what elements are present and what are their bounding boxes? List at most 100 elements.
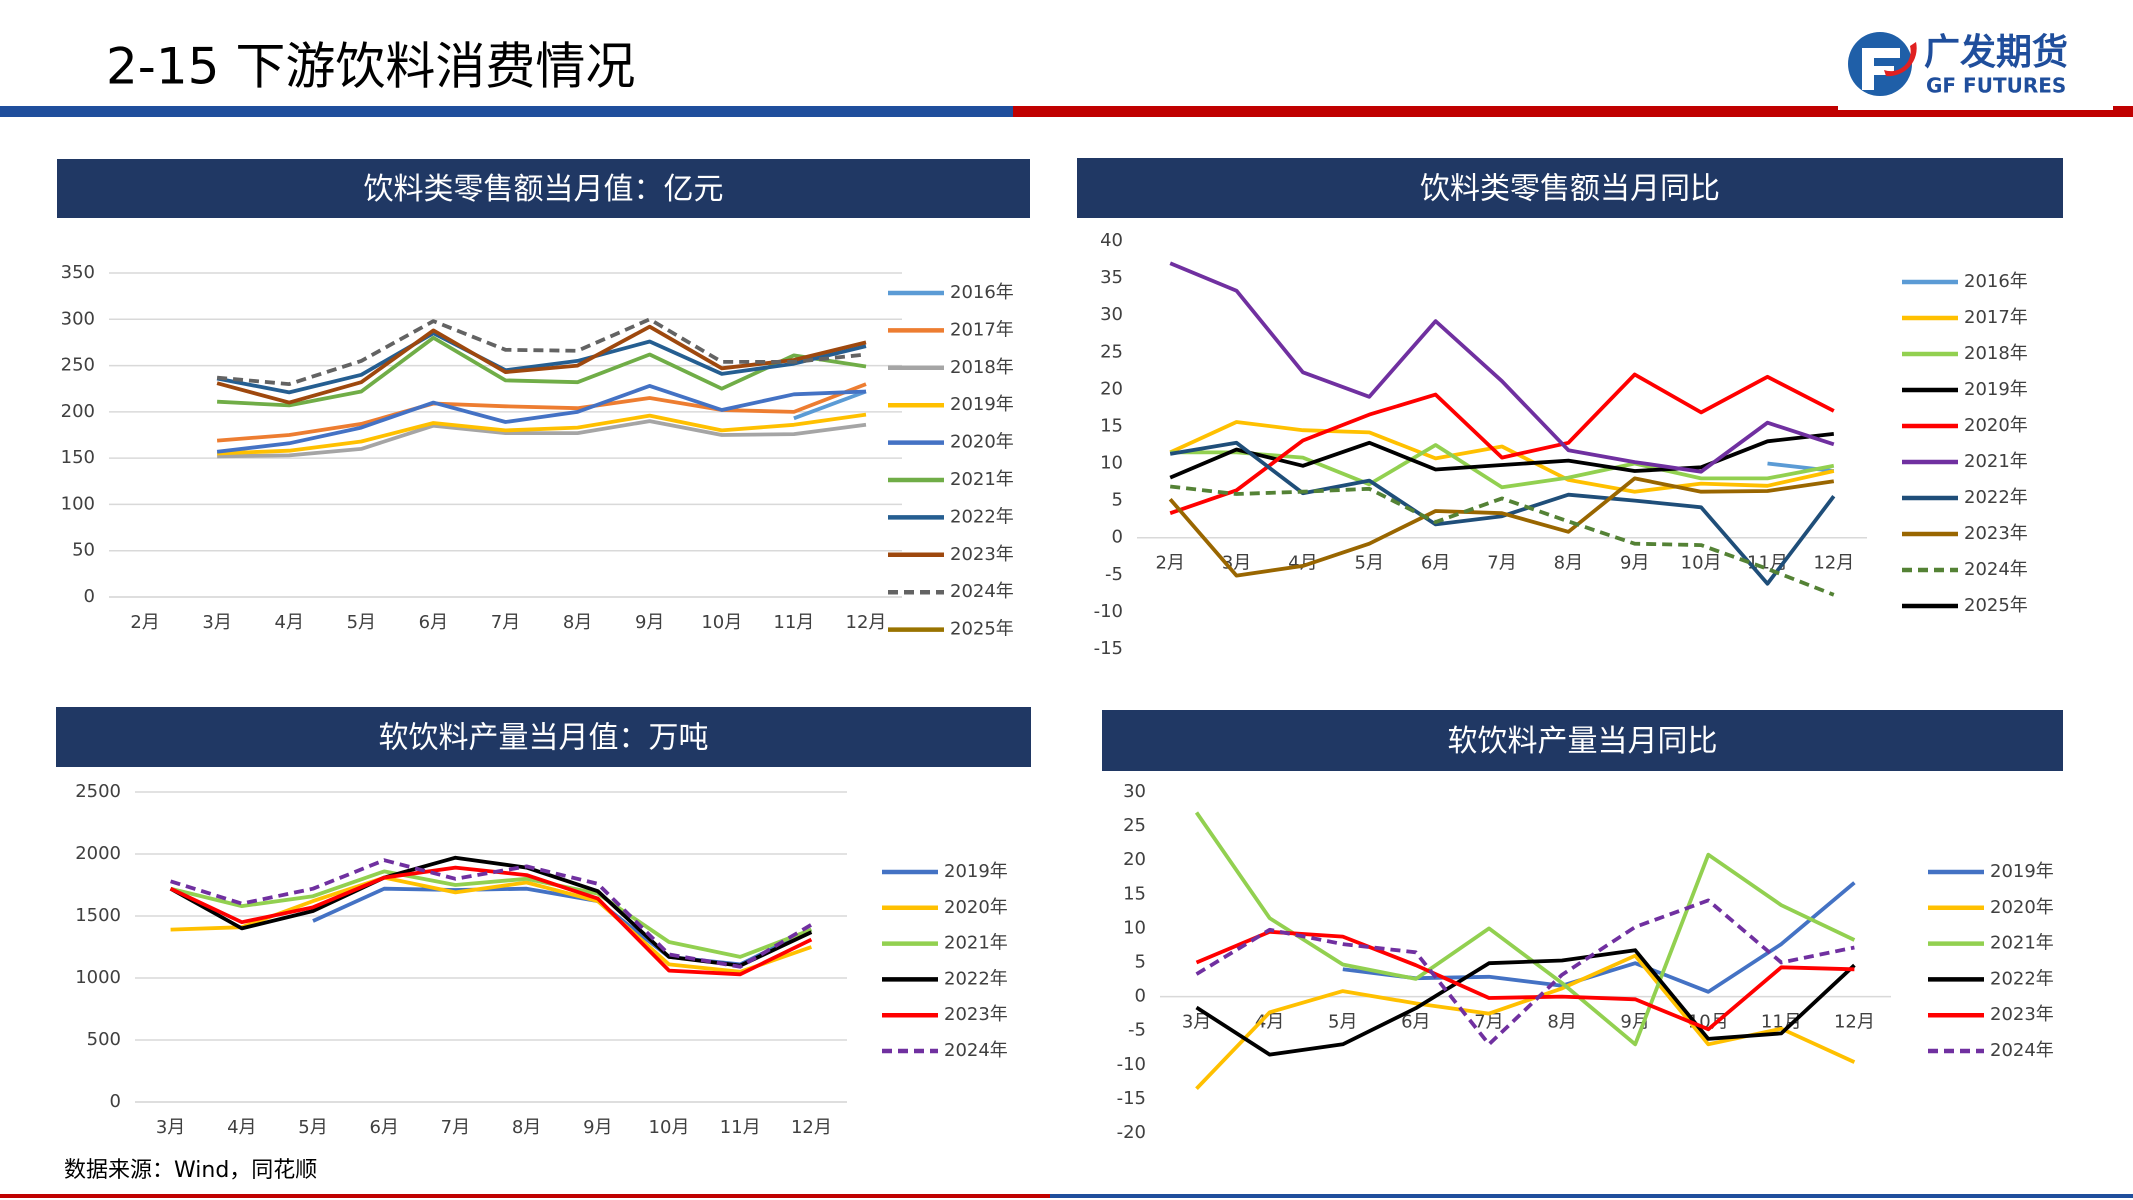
x-tick-label: 8月 — [1547, 1012, 1576, 1033]
y-tick-label: 0 — [1112, 527, 1123, 548]
chart-title: 软饮料产量当月值：万吨 — [379, 721, 709, 756]
legend-label: 2023年 — [1990, 1004, 2054, 1025]
source-note: 数据来源：Wind，同花顺 — [64, 1158, 317, 1183]
y-tick-label: 50 — [72, 540, 95, 561]
header-bar-red — [1013, 106, 2133, 117]
series-line — [170, 869, 813, 959]
y-tick-label: 20 — [1123, 849, 1146, 870]
series-line — [1169, 484, 1835, 597]
y-tick-label: 350 — [61, 262, 95, 283]
legend-label: 2025年 — [950, 619, 1014, 640]
x-tick-label: 10月 — [649, 1117, 690, 1138]
legend-label: 2022年 — [1964, 487, 2028, 508]
y-tick-label: 0 — [110, 1091, 121, 1112]
y-tick-label: 2000 — [75, 843, 121, 864]
legend-label: 2019年 — [1964, 379, 2028, 400]
legend-label: 2024年 — [1964, 559, 2028, 580]
x-tick-label: 9月 — [635, 612, 664, 633]
legend-label: 2023年 — [950, 544, 1014, 565]
y-tick-label: 1500 — [75, 905, 121, 926]
legend-label: 2024年 — [1990, 1040, 2054, 1061]
series-line — [1169, 261, 1835, 474]
chart-title: 软饮料产量当月同比 — [1448, 724, 1718, 759]
x-tick-label: 7月 — [1487, 553, 1516, 574]
x-tick-label: 2月 — [130, 612, 159, 633]
x-tick-label: 8月 — [512, 1117, 541, 1138]
y-tick-label: 5 — [1135, 952, 1146, 973]
legend-label: 2022年 — [944, 968, 1008, 989]
y-tick-label: 30 — [1123, 781, 1146, 802]
y-tick-label: 300 — [61, 308, 95, 329]
legend-label: 2017年 — [1964, 307, 2028, 328]
x-tick-label: 9月 — [583, 1117, 612, 1138]
series-line — [216, 331, 867, 395]
series-line — [217, 412, 867, 456]
y-tick-label: -15 — [1117, 1088, 1146, 1109]
x-tick-label: 12月 — [1834, 1012, 1875, 1033]
x-tick-label: 6月 — [419, 612, 448, 633]
legend-label: 2019年 — [950, 394, 1014, 415]
legend-label: 2018年 — [950, 357, 1014, 378]
y-tick-label: -20 — [1117, 1122, 1146, 1143]
y-tick-label: 20 — [1100, 378, 1123, 399]
y-tick-label: 25 — [1100, 341, 1123, 362]
y-tick-label: 15 — [1123, 883, 1146, 904]
series-line — [216, 384, 867, 454]
x-tick-label: 5月 — [1355, 553, 1384, 574]
series-line — [1168, 476, 1835, 578]
x-tick-label: 5月 — [298, 1117, 327, 1138]
series-line — [217, 419, 867, 459]
y-tick-label: 35 — [1100, 267, 1123, 288]
y-tick-label: 1000 — [75, 967, 121, 988]
legend-label: 2016年 — [1964, 271, 2028, 292]
header-bar-blue — [0, 106, 1013, 117]
y-tick-label: 5 — [1112, 490, 1123, 511]
y-tick-label: 500 — [87, 1029, 121, 1050]
x-tick-label: 3月 — [156, 1117, 185, 1138]
x-tick-label: 9月 — [1620, 553, 1649, 574]
series-line — [217, 335, 867, 408]
footer-line-red — [0, 1194, 1050, 1198]
legend-label: 2016年 — [950, 282, 1014, 303]
y-tick-label: 150 — [61, 447, 95, 468]
x-tick-label: 3月 — [1182, 1012, 1211, 1033]
y-tick-label: 10 — [1100, 453, 1123, 474]
y-tick-label: -15 — [1094, 638, 1123, 659]
x-tick-label: 7月 — [491, 612, 520, 633]
legend-label: 2019年 — [1990, 861, 2054, 882]
logo-text: 广发期货 — [1924, 32, 2068, 73]
series-line — [793, 389, 867, 421]
x-tick-label: 6月 — [1401, 1012, 1430, 1033]
x-tick-label: 8月 — [563, 612, 592, 633]
legend-label: 2018年 — [1964, 343, 2028, 364]
legend-label: 2024年 — [950, 581, 1014, 602]
y-tick-label: 10 — [1123, 917, 1146, 938]
legend-label: 2020年 — [1964, 415, 2028, 436]
x-tick-label: 2月 — [1155, 553, 1184, 574]
legend-label: 2021年 — [1964, 451, 2028, 472]
legend-label: 2022年 — [1990, 968, 2054, 989]
series-line — [1194, 811, 1856, 1047]
legend-label: 2020年 — [1990, 897, 2054, 918]
x-tick-label: 10月 — [1681, 553, 1722, 574]
y-tick-label: 2500 — [75, 781, 121, 802]
series-line — [1169, 432, 1835, 480]
x-tick-label: 11月 — [773, 612, 814, 633]
series-line — [1169, 440, 1836, 586]
series-line — [170, 858, 813, 969]
chart-header — [1102, 710, 2063, 771]
y-tick-label: -10 — [1094, 601, 1123, 622]
chart-header — [1077, 158, 2063, 218]
chart-title: 饮料类零售额当月同比 — [1420, 172, 1720, 207]
chart-title: 饮料类零售额当月值：亿元 — [364, 172, 724, 207]
series-line — [1195, 898, 1855, 1047]
x-tick-label: 6月 — [1421, 553, 1450, 574]
chart-header — [56, 707, 1031, 767]
y-tick-label: 0 — [1135, 986, 1146, 1007]
legend-label: 2021年 — [944, 933, 1008, 954]
legend-label: 2021年 — [950, 469, 1014, 490]
legend-label: 2019年 — [944, 861, 1008, 882]
series-line — [169, 865, 813, 977]
x-tick-label: 7月 — [441, 1117, 470, 1138]
legend-label: 2021年 — [1990, 933, 2054, 954]
